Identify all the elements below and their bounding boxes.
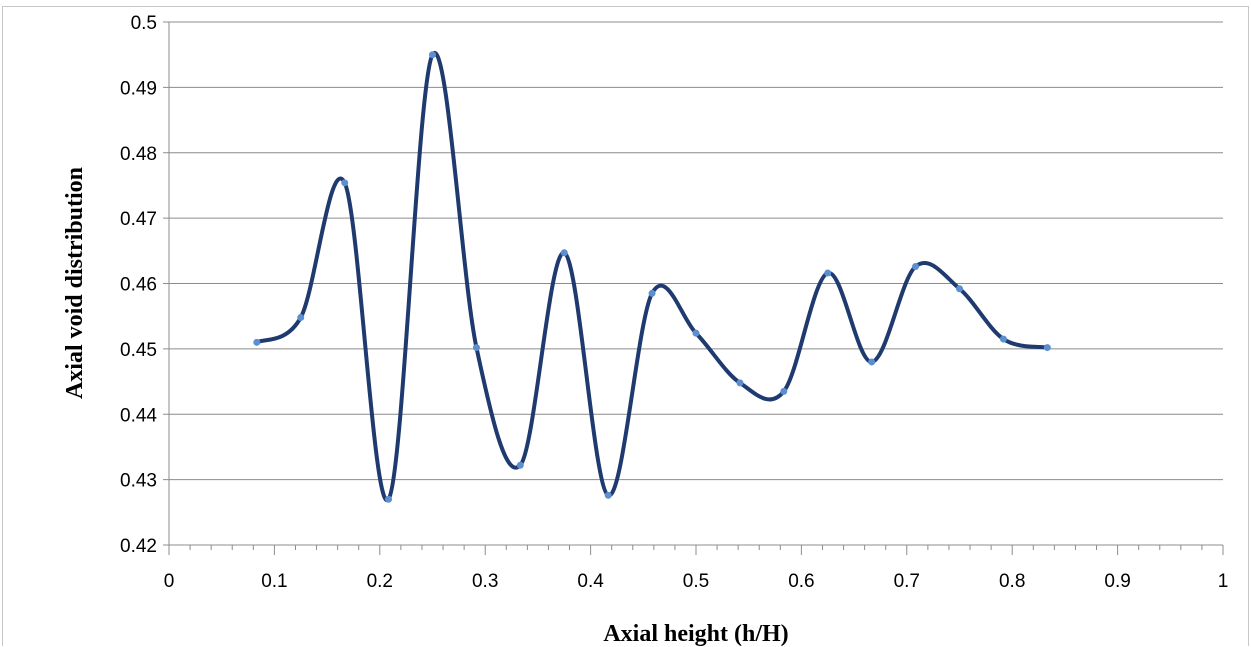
data-point — [956, 285, 963, 293]
y-tick-label: 0.43 — [120, 471, 157, 492]
data-point — [1043, 344, 1051, 352]
data-point — [560, 249, 568, 257]
data-point — [912, 263, 920, 271]
y-tick-label: 0.42 — [120, 536, 157, 557]
x-tick-label: 0.7 — [894, 571, 920, 592]
x-tick-label: 0.8 — [999, 571, 1025, 592]
data-point — [253, 338, 261, 346]
x-tick-label: 0.1 — [261, 571, 287, 592]
data-point — [297, 313, 305, 321]
data-point — [385, 495, 393, 503]
x-tick-label: 0.2 — [367, 571, 393, 592]
x-tick-label: 0.6 — [788, 571, 814, 592]
data-point — [868, 358, 876, 366]
chart-frame — [2, 6, 1249, 646]
y-tick-label: 0.45 — [120, 340, 157, 361]
data-point — [780, 387, 788, 395]
data-point — [604, 491, 612, 499]
series-group — [253, 50, 1051, 503]
data-point — [516, 461, 524, 469]
y-tick-label: 0.5 — [131, 13, 157, 34]
tick-labels: 0.42 0.43 0.44 0.45 0.46 0.47 0.48 0.49 0.5 0 0.1 0… — [120, 13, 1228, 592]
data-point — [692, 329, 700, 337]
gridlines — [169, 21, 1223, 546]
x-tick-label: 0 — [164, 571, 175, 592]
data-point — [824, 269, 832, 277]
x-tick-label: 0.3 — [472, 571, 498, 592]
y-tick-label: 0.46 — [120, 275, 157, 296]
y-axis-title: Axial void distribution — [62, 167, 88, 399]
x-tick-label: 0.5 — [683, 571, 709, 592]
data-point — [341, 179, 349, 187]
data-point — [648, 289, 656, 297]
data-point — [429, 51, 436, 59]
axes — [163, 21, 1224, 555]
x-axis-title: Axial height (h/H) — [603, 621, 788, 647]
y-tick-label: 0.44 — [120, 405, 157, 426]
data-point — [999, 335, 1007, 343]
y-tick-label: 0.49 — [120, 78, 157, 99]
x-tick-label: 1 — [1218, 571, 1229, 592]
x-tick-label: 0.4 — [577, 571, 604, 592]
x-tick-label: 0.9 — [1104, 571, 1130, 592]
data-point — [736, 379, 744, 387]
y-tick-label: 0.48 — [120, 144, 157, 165]
series-line — [254, 50, 1050, 503]
y-tick-label: 0.47 — [120, 209, 157, 230]
data-point — [472, 344, 480, 352]
